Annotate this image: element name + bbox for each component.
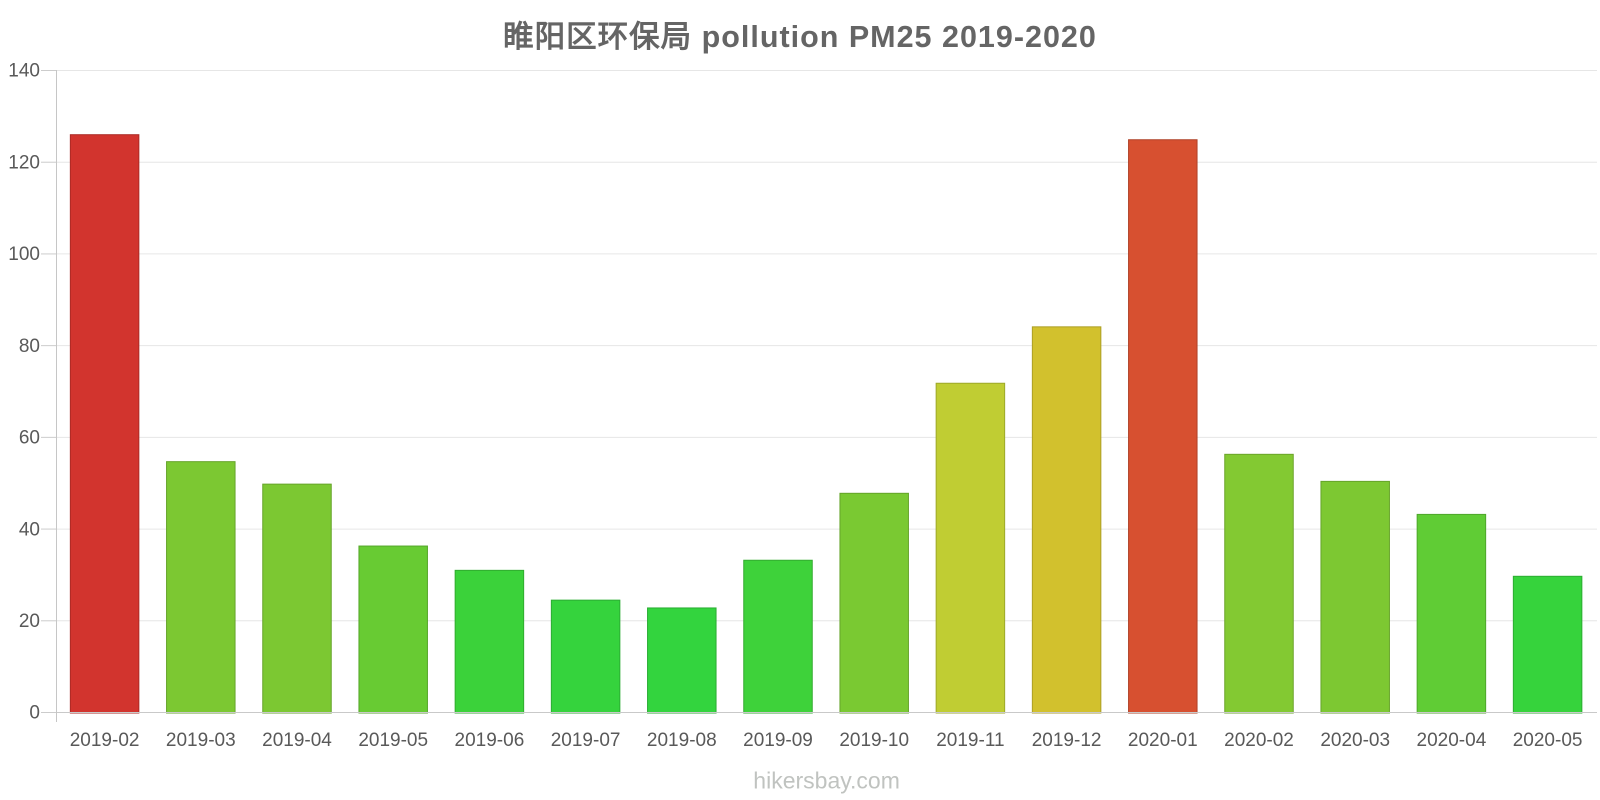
svg-text:100: 100 — [8, 244, 40, 265]
svg-text:睢阳区环保局 pollution PM25 2019-202: 睢阳区环保局 pollution PM25 2019-2020 — [503, 20, 1097, 54]
svg-text:2019-05: 2019-05 — [358, 730, 428, 751]
svg-text:40: 40 — [19, 519, 40, 540]
svg-text:2019-07: 2019-07 — [551, 730, 621, 751]
svg-text:2020-04: 2020-04 — [1417, 730, 1487, 751]
svg-text:2019-11: 2019-11 — [936, 730, 1004, 751]
svg-text:2019-08: 2019-08 — [647, 730, 717, 751]
svg-text:2019-04: 2019-04 — [262, 730, 332, 751]
svg-text:2019-10: 2019-10 — [839, 730, 909, 751]
svg-text:2020-03: 2020-03 — [1320, 730, 1390, 751]
svg-text:hikersbay.com: hikersbay.com — [753, 768, 900, 794]
svg-text:80: 80 — [19, 336, 40, 357]
svg-text:60: 60 — [19, 428, 40, 449]
svg-text:2019-12: 2019-12 — [1032, 730, 1102, 751]
svg-text:2020-01: 2020-01 — [1128, 730, 1198, 751]
svg-text:2020-05: 2020-05 — [1513, 730, 1583, 751]
svg-text:20: 20 — [19, 611, 40, 632]
svg-text:140: 140 — [8, 61, 40, 82]
svg-text:2019-06: 2019-06 — [455, 730, 525, 751]
svg-text:2019-03: 2019-03 — [166, 730, 236, 751]
svg-text:0: 0 — [29, 703, 40, 724]
svg-text:120: 120 — [8, 152, 40, 173]
svg-text:2019-02: 2019-02 — [70, 730, 140, 751]
svg-text:2020-02: 2020-02 — [1224, 730, 1294, 751]
svg-text:2019-09: 2019-09 — [743, 730, 813, 751]
